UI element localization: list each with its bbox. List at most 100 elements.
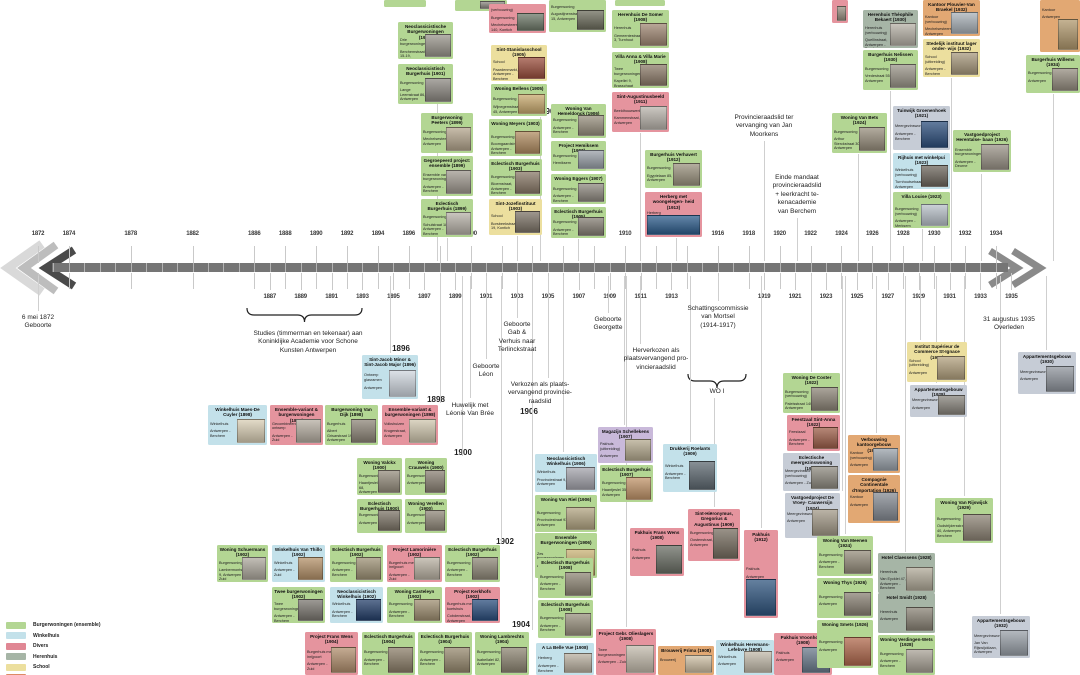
- timeline-card: Twee burgerwoningen (1902) Twee burgerwon…: [272, 587, 325, 623]
- year-label-below: 1895: [387, 294, 400, 300]
- card-line: Herenhuis: [880, 569, 898, 574]
- timeline-card: Vastgoedproject Herentalse- baan (1926) E…: [953, 130, 1011, 172]
- legend-swatch: [6, 642, 26, 650]
- card-lines: Drie burgerwoningen Berchemstraat 15-19, …: [400, 38, 429, 59]
- timeline-card: Woning Crauwels (1900) Burgerwoning Antwer…: [405, 458, 447, 495]
- card-title: Appartementsgebouw (1932): [976, 618, 1026, 629]
- year-tick-below: [362, 273, 364, 290]
- card-photo: [713, 527, 738, 559]
- legend: Burgerwoningen (ensemble) Winkelhuis Diver…: [6, 620, 101, 675]
- timeline-card: [615, 0, 665, 6]
- card-photo: [577, 216, 604, 236]
- timeline-bar-notch: [995, 263, 997, 272]
- card-photo: [836, 6, 846, 21]
- timeline-card: Neoclassicistisch Winkelhuis (1902) Winke…: [330, 587, 383, 623]
- card-lines: Burgerwoning Haantjeslei 68, Antwerpen: [359, 474, 382, 495]
- year-tick-below: [1011, 273, 1013, 290]
- year-tick-below-short: [965, 273, 966, 289]
- timeline-card: Project Gebr. Olieslagers (1908) Twee bur…: [596, 629, 656, 675]
- legend-label: Herenhuis: [33, 653, 58, 660]
- timeline-bar-notch: [748, 263, 750, 272]
- timeline-bar-notch: [377, 263, 379, 272]
- card-line: Burgerwoning: [551, 4, 575, 9]
- timeline-card: Woning Valckx (1900) Burgerwoning Haantjes…: [357, 458, 402, 495]
- card-title: Woning Bellens (1905): [494, 86, 544, 91]
- card-line: Arthur Sterckstraat 30, Antwerpen: [834, 137, 861, 151]
- cluster-year-label: 1905: [541, 107, 559, 116]
- timeline-bar-notch: [393, 263, 395, 272]
- card-line: Burgerwoning: [407, 513, 431, 518]
- connector-line: [563, 276, 564, 452]
- year-tick-above: [717, 246, 719, 263]
- timeline-card: Neoclassicistisch Winkelhuis (1906) Winke…: [535, 454, 597, 492]
- timeline-bar-notch: [532, 263, 534, 272]
- year-tick-above: [316, 246, 318, 263]
- legend-item: Herenhuis: [6, 652, 101, 663]
- card-lines: Kantoor Antwerpen: [850, 495, 877, 510]
- card-photo: [241, 557, 266, 580]
- card-line: Provinciestraat 9, Antwerpen: [537, 477, 567, 487]
- card-line: Antwerpen: [850, 502, 869, 507]
- timeline-card: Eclectisch Burgerhuis (1907) Burgerwoning…: [600, 465, 653, 502]
- timeline-card: Woning Meyers (1903) Burgerwoning Boomgaar…: [489, 119, 542, 156]
- card-line: Antwerpen: [718, 662, 737, 667]
- year-label-above: 1932: [958, 231, 972, 237]
- timeline-card: Woning Schuermans (1902) Burgerwoning Lamb…: [217, 545, 268, 582]
- connector-line: [764, 141, 765, 261]
- card-photo: [889, 63, 916, 88]
- card-lines: Pakhuis Antwerpen: [746, 567, 764, 582]
- timeline-card: Kantoor Plouvier-Van Braekel (1932) Kanto…: [923, 0, 980, 36]
- card-lines: Burgerwoning Antwerpen - Berchem: [553, 118, 582, 138]
- card-line: Antwerpen: [407, 481, 426, 486]
- year-tick-above: [532, 246, 534, 263]
- timeline-card: Woning Verdingen-Wets (1928) Burgerwoning…: [878, 635, 935, 675]
- card-line: Antwerpen - Berchem: [540, 582, 561, 591]
- timeline-bar-notch: [563, 263, 565, 272]
- timeline-bar-notch: [470, 263, 472, 272]
- life-event-annotation: Provincieraadslid ter vervanging van Jan…: [734, 114, 794, 138]
- card-title: Vastgoedproject Herentalse- baan (1926): [956, 132, 1008, 143]
- card-line: Burgerhuis met inrijpoort: [307, 650, 333, 659]
- card-photo: [330, 646, 356, 673]
- timeline-card: Woning De Coster (1922) Burgerwoning (ver…: [783, 373, 840, 413]
- year-tick-below: [671, 273, 673, 290]
- card-title: A La Belle Vue (1908): [541, 645, 589, 650]
- card-lines: Meergezinswoning (verbouwing) Antwerpen -…: [785, 469, 817, 489]
- timeline-bar-notch: [254, 263, 256, 272]
- cluster-year-label: 1906: [520, 407, 538, 416]
- connector-line: [470, 276, 471, 398]
- connector-line: [890, 91, 891, 261]
- card-photo: [297, 557, 323, 580]
- card-line: Antwerpen: [407, 520, 426, 525]
- card-title: Woning Crauwels (1900): [408, 460, 444, 471]
- year-tick-below-short: [594, 273, 596, 289]
- timeline-bar-notch: [486, 263, 488, 272]
- timeline-card: Woning Van Rijswijck (1929) Burgerwoning O…: [935, 498, 993, 543]
- year-tick-below-short: [903, 273, 905, 289]
- connector-line: [517, 276, 518, 318]
- card-line: Antwerpen: [632, 555, 651, 560]
- card-title: Sint-Hiëronymus, Gregorius & Augustinus …: [694, 511, 734, 527]
- card-photo: [950, 51, 978, 75]
- card-lines: School (uitbreiding) Antwerpen: [909, 359, 940, 379]
- card-title: Ensemble-variant & burgerwoningen (1898): [384, 407, 436, 418]
- timeline-card: Winkelhuis Heremans- Lefebvre (1908) Wink…: [716, 640, 774, 675]
- card-photo: [647, 215, 700, 235]
- card-line: Burgerwoning: [819, 594, 843, 599]
- card-line: Antwerpen - Zuid: [307, 662, 328, 671]
- card-title: Neoclassicistisch Winkelhuis (1906): [546, 456, 586, 467]
- timeline-bar-notch: [841, 263, 843, 272]
- card-line: Antwerpen: [880, 617, 899, 622]
- card-title: Stedelijk instituut lager onder- wijs (1…: [926, 41, 977, 52]
- card-title: Appartementsgebouw (1930): [1022, 354, 1072, 365]
- card-line: Burgerwoning: [389, 602, 413, 607]
- card-title: Sint-Stanislasschool (1905): [496, 47, 542, 58]
- card-photo: [844, 591, 871, 616]
- timeline-card: Woning Van Hemeldonck (1906) Burgerwoning…: [551, 104, 606, 138]
- card-lines: Burgerwoning Oudstrijdersstraat 40, Antwe…: [937, 517, 967, 541]
- card-title: Eclectisch Burgerhuis (1899): [427, 201, 467, 212]
- card-line: Antwerpen - Berchem: [332, 609, 353, 619]
- timeline-bar-notch: [192, 263, 194, 272]
- card-photo: [920, 164, 948, 187]
- card-title: Villa Anna & Villa Marie (1908): [615, 54, 666, 65]
